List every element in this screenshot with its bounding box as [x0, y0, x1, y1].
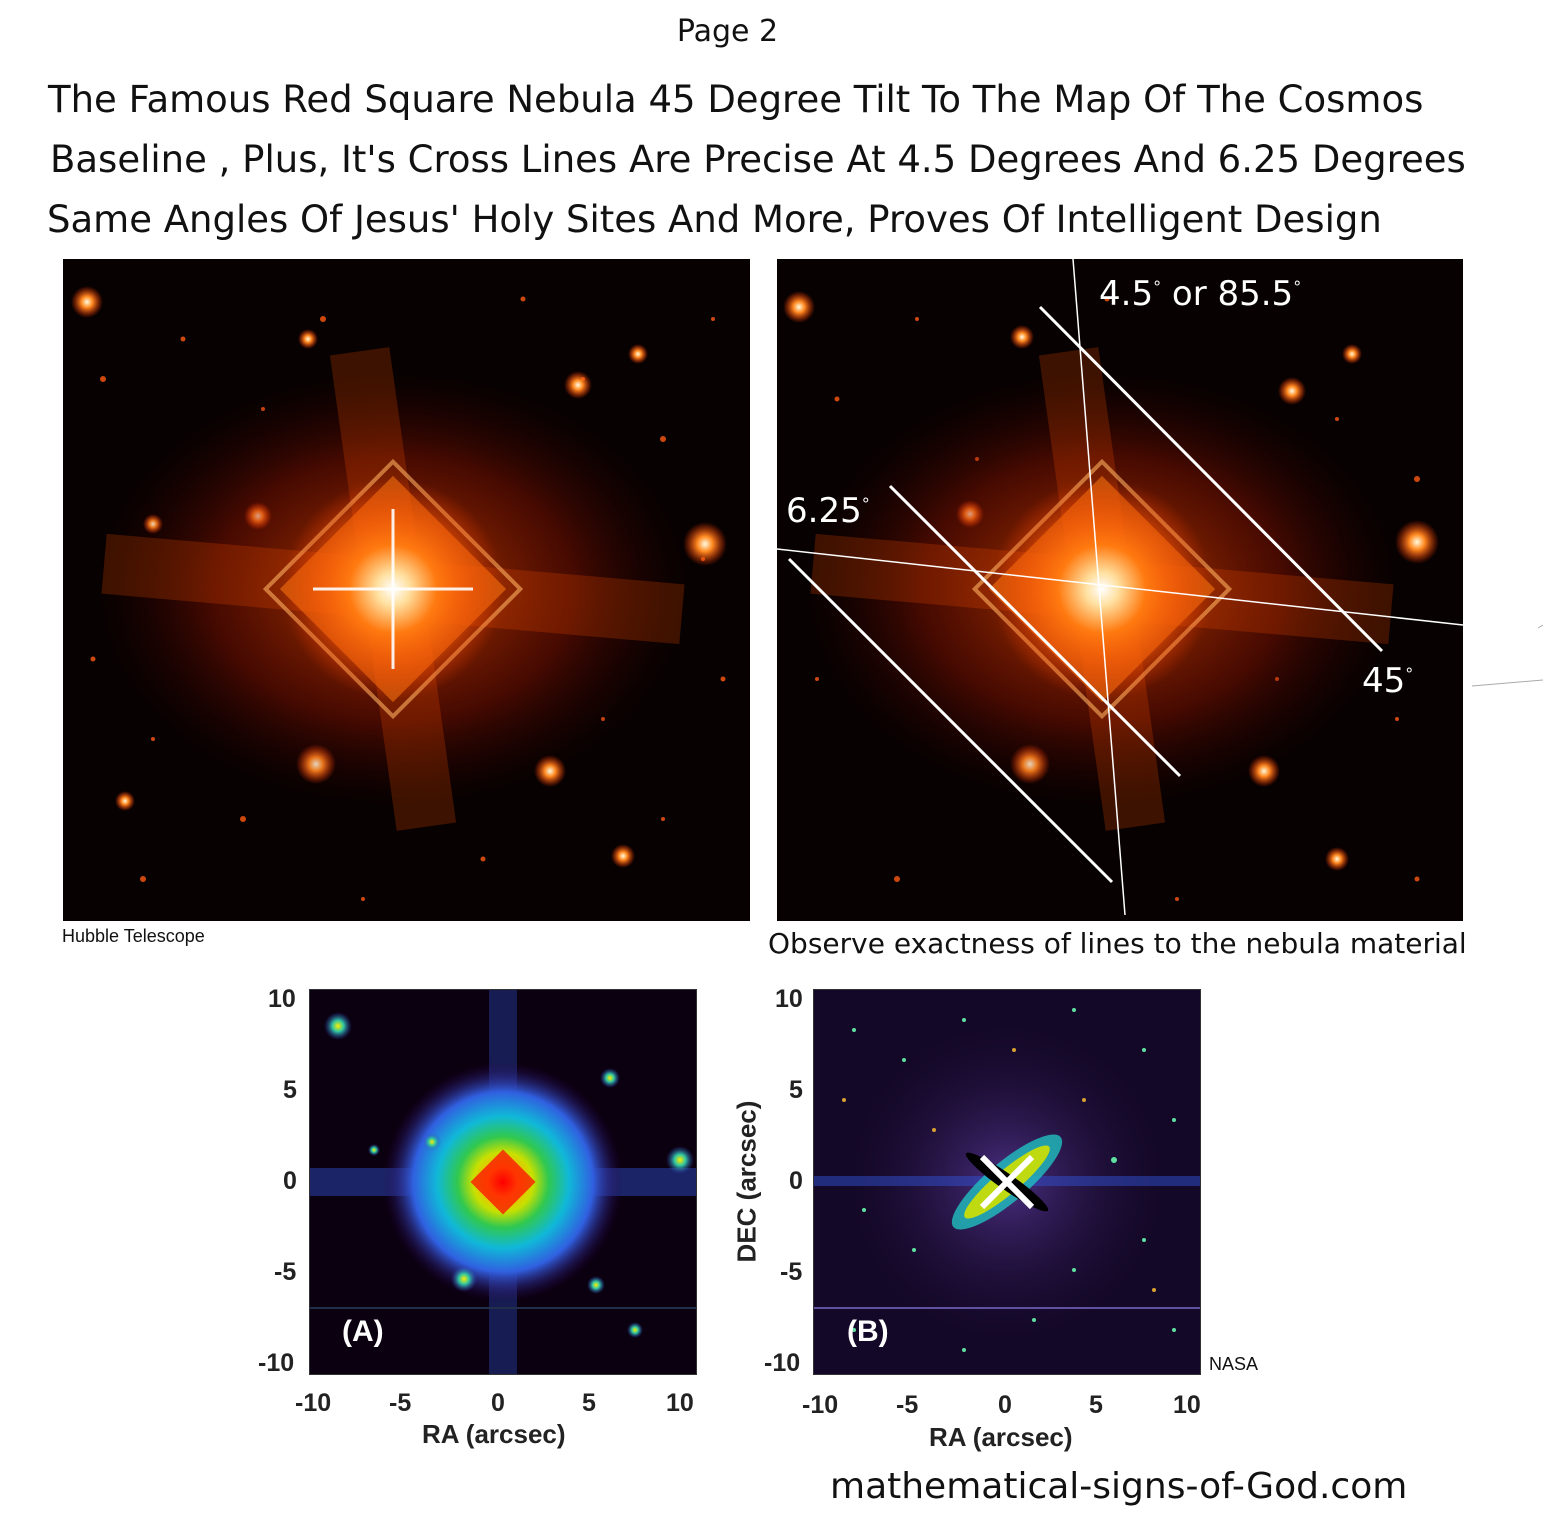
nebula-image-right [777, 259, 1463, 921]
plot-a-y-tick-minus5: -5 [274, 1258, 296, 1287]
website-footer: mathematical-signs-of-God.com [830, 1466, 1407, 1507]
plot-b-x-tick-0: 0 [998, 1391, 1012, 1420]
plot-b-y-axis-label: DEC (arcsec) [732, 1092, 763, 1272]
headline-line-2: Baseline , Plus, It's Cross Lines Are Pr… [50, 138, 1466, 181]
lines-caption: Observe exactness of lines to the nebula… [768, 927, 1467, 960]
plot-b-x-tick-minus10: -10 [802, 1391, 838, 1420]
plot-b-tag: (B) [847, 1315, 889, 1349]
plot-a-x-tick-5: 5 [582, 1389, 596, 1418]
angle-label-6-25: 6.25° [786, 491, 870, 531]
angle-label-45: 45° [1362, 661, 1413, 701]
nebula-image-left [63, 259, 750, 921]
headline-line-1: The Famous Red Square Nebula 45 Degree T… [48, 78, 1423, 121]
plot-b-x-axis-label: RA (arcsec) [929, 1422, 1073, 1453]
plot-b-image: (B) [813, 989, 1201, 1375]
plot-a-y-tick-10: 10 [268, 985, 296, 1014]
photo-credit-hubble: Hubble Telescope [62, 926, 205, 947]
nasa-credit: NASA [1209, 1354, 1258, 1375]
plot-a-y-tick-5: 5 [283, 1076, 297, 1105]
page-label: Page 2 [0, 14, 1455, 49]
plot-b-y-tick-5: 5 [789, 1076, 803, 1105]
plot-b-y-tick-10: 10 [775, 985, 803, 1014]
plot-b-y-tick-0: 0 [789, 1167, 803, 1196]
headline-line-3: Same Angles Of Jesus' Holy Sites And Mor… [47, 198, 1382, 241]
plot-b-x-tick-5: 5 [1089, 1391, 1103, 1420]
plot-a-x-axis-label: RA (arcsec) [422, 1419, 566, 1450]
plot-a-x-tick-minus5: -5 [389, 1389, 411, 1418]
plot-a-x-tick-0: 0 [491, 1389, 505, 1418]
plot-a-y-tick-minus10: -10 [258, 1349, 294, 1378]
plot-b-y-tick-minus10: -10 [764, 1349, 800, 1378]
plot-a-x-tick-10: 10 [666, 1389, 694, 1418]
stray-line-marks [1470, 620, 1545, 690]
plot-b-y-tick-minus5: -5 [780, 1258, 802, 1287]
plot-b-x-tick-minus5: -5 [896, 1391, 918, 1420]
plot-a-y-tick-0: 0 [283, 1167, 297, 1196]
nebula-photo-left [63, 259, 750, 921]
angle-label-4-5: 4.5° or 85.5° [1099, 274, 1301, 314]
nebula-photo-right: 4.5° or 85.5° 6.25° 45° [777, 259, 1463, 921]
plot-a-x-tick-minus10: -10 [295, 1389, 331, 1418]
plot-a-tag: (A) [342, 1315, 384, 1349]
plot-a-image: (A) [309, 989, 697, 1375]
plot-b-x-tick-10: 10 [1173, 1391, 1201, 1420]
